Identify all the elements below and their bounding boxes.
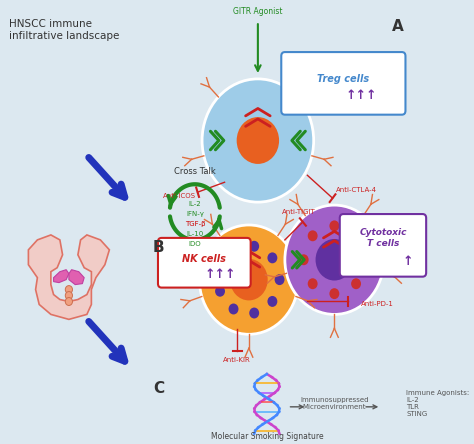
- Text: ↑↑↑: ↑↑↑: [346, 89, 377, 102]
- FancyBboxPatch shape: [340, 214, 426, 277]
- Circle shape: [308, 230, 318, 241]
- Text: IL-2: IL-2: [189, 201, 201, 207]
- Circle shape: [267, 296, 277, 307]
- Text: ↑: ↑: [403, 255, 413, 268]
- Text: Anti-KIR: Anti-KIR: [223, 357, 251, 363]
- Text: GITR Agonist: GITR Agonist: [233, 7, 283, 16]
- Circle shape: [230, 259, 268, 301]
- Circle shape: [360, 254, 370, 265]
- Text: Immunosuppressed
Microenvironment: Immunosuppressed Microenvironment: [300, 397, 369, 410]
- Text: IL-10: IL-10: [186, 231, 203, 237]
- Circle shape: [308, 278, 318, 289]
- FancyBboxPatch shape: [281, 52, 405, 115]
- Text: HNSCC immune
infiltrative landscape: HNSCC immune infiltrative landscape: [9, 19, 119, 41]
- Text: Cross Talk: Cross Talk: [174, 167, 216, 176]
- Text: IDO: IDO: [189, 241, 201, 247]
- Circle shape: [202, 79, 314, 202]
- Circle shape: [299, 254, 309, 265]
- Circle shape: [329, 220, 339, 231]
- Text: Anti-PD-1: Anti-PD-1: [361, 301, 394, 308]
- Text: B: B: [153, 240, 164, 255]
- Circle shape: [200, 225, 298, 334]
- Circle shape: [274, 274, 284, 285]
- Text: Anti-ICOS: Anti-ICOS: [163, 193, 196, 199]
- Circle shape: [285, 205, 384, 314]
- Circle shape: [351, 230, 361, 241]
- Circle shape: [329, 288, 339, 299]
- Text: Treg cells: Treg cells: [317, 74, 369, 84]
- Text: TGF-β: TGF-β: [185, 221, 205, 227]
- Text: Anti-CTLA-4: Anti-CTLA-4: [336, 187, 377, 193]
- Circle shape: [249, 241, 259, 252]
- Text: C: C: [153, 381, 164, 396]
- Circle shape: [267, 252, 277, 263]
- Circle shape: [249, 308, 259, 318]
- FancyBboxPatch shape: [158, 238, 251, 288]
- Text: Immune Agonists:
IL-2
TLR
STING: Immune Agonists: IL-2 TLR STING: [406, 390, 470, 417]
- Text: Molecular Smoking Signature: Molecular Smoking Signature: [210, 432, 323, 440]
- Circle shape: [237, 117, 279, 164]
- Circle shape: [65, 285, 73, 293]
- Text: NK cells: NK cells: [182, 254, 226, 264]
- Circle shape: [228, 304, 238, 314]
- Circle shape: [65, 292, 73, 300]
- Circle shape: [228, 245, 238, 256]
- Circle shape: [65, 297, 73, 305]
- Circle shape: [351, 278, 361, 289]
- Text: ↑↑↑: ↑↑↑: [204, 268, 236, 281]
- Polygon shape: [69, 270, 84, 285]
- Polygon shape: [28, 235, 109, 319]
- Text: A: A: [392, 19, 403, 34]
- Circle shape: [215, 286, 225, 297]
- Text: Anti-TIGIT: Anti-TIGIT: [282, 209, 315, 215]
- Polygon shape: [54, 270, 69, 283]
- Text: IFN-γ: IFN-γ: [186, 211, 204, 217]
- Circle shape: [215, 262, 225, 274]
- Circle shape: [316, 239, 353, 281]
- Text: Cytotoxic
T cells: Cytotoxic T cells: [359, 228, 407, 248]
